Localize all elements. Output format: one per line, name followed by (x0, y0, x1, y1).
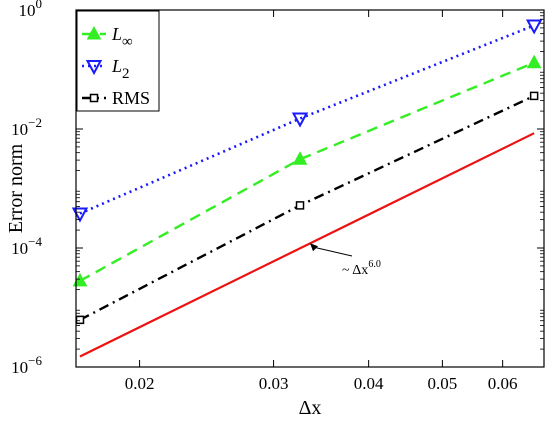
plot-frame (75, 9, 545, 368)
annotation-arrowhead (310, 243, 319, 252)
reference-slope-line (79, 132, 535, 358)
data-point-marker (86, 25, 102, 40)
x-tick-label: 0.06 (488, 374, 518, 393)
annotation-arrow (313, 246, 353, 257)
legend: L∞ L2 RMS (76, 10, 160, 112)
x-tick-label: 0.05 (428, 374, 458, 393)
x-tick-label: 0.04 (354, 374, 384, 393)
data-point-marker (295, 201, 305, 210)
x-tick-label: 0.02 (125, 374, 155, 393)
slope-annotation: ~ Δx6.0 (310, 243, 381, 278)
data-point-marker (71, 207, 89, 223)
legend-label: L2 (111, 56, 130, 82)
series-line (79, 61, 535, 282)
data-point-marker (292, 151, 308, 165)
x-tick-label: 0.03 (259, 374, 289, 393)
data-point-marker (529, 91, 539, 101)
series-line (79, 24, 535, 215)
data-point-marker (525, 19, 543, 35)
annotation-text: ~ Δx6.0 (342, 259, 381, 278)
data-point-marker (75, 315, 85, 325)
legend-label: L∞ (111, 24, 133, 50)
series-line (79, 94, 535, 321)
y-tick-label: 10−2 (11, 115, 42, 139)
data-point-marker (72, 272, 88, 287)
legend-label: RMS (112, 88, 150, 108)
data-point-marker (89, 93, 99, 103)
y-tick-label: 100 (19, 0, 43, 20)
y-axis-label: Error norm (5, 143, 27, 233)
y-tick-label: 10−6 (11, 353, 42, 377)
data-point-marker (291, 112, 309, 128)
x-axis-label: Δx (299, 397, 322, 419)
data-point-marker (526, 54, 542, 69)
y-tick-label: 10−4 (11, 234, 42, 258)
data-point-marker (85, 60, 103, 76)
